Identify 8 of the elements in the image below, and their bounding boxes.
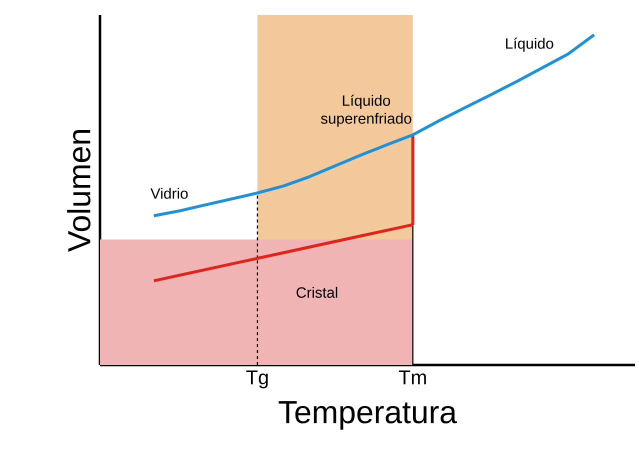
x-tick-label: Tg bbox=[246, 370, 268, 388]
x-axis-title: Temperatura bbox=[278, 401, 457, 430]
annotation: Líquido superenfriado bbox=[320, 94, 412, 127]
x-tick-label: Tm bbox=[398, 370, 426, 384]
annotation: Líquido bbox=[506, 38, 554, 52]
annotation: Vidrio bbox=[150, 188, 188, 199]
annotation: Cristal bbox=[296, 286, 338, 298]
y-axis-title: Volumen bbox=[67, 130, 91, 252]
